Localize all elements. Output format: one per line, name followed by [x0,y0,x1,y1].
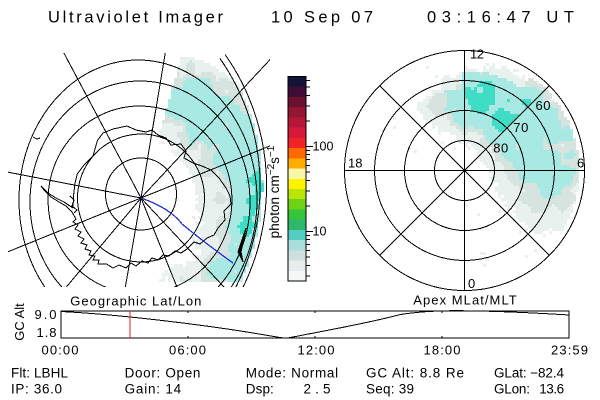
svg-text:18:00: 18:00 [424,343,461,358]
svg-text:Flt: LBHL: Flt: LBHL [11,366,68,381]
svg-text:70: 70 [513,120,528,135]
svg-text:0: 0 [468,276,475,291]
svg-text:13.6: 13.6 [539,382,564,397]
svg-text:12: 12 [470,47,484,62]
svg-text:18: 18 [348,156,363,171]
svg-text:IP: 36.0: IP: 36.0 [11,382,62,397]
svg-text:100: 100 [313,140,334,154]
svg-text:6: 6 [577,156,584,171]
svg-text:Apex MLat/MLT: Apex MLat/MLT [413,293,516,308]
svg-text:Dsp:: Dsp: [246,382,274,397]
svg-text:GLon:: GLon: [494,382,530,397]
svg-text:GLat: −82.4: GLat: −82.4 [494,366,564,381]
svg-text:23:59: 23:59 [551,343,588,358]
svg-text:80: 80 [493,140,508,155]
svg-text:GC Alt: GC Alt [12,303,27,341]
svg-text:9.0: 9.0 [35,307,57,322]
svg-text:Door: Open: Door: Open [125,366,201,381]
svg-text:12:00: 12:00 [298,343,335,358]
svg-text:06:00: 06:00 [169,343,206,358]
svg-text:2.5: 2.5 [304,382,331,397]
svg-text:photon cm−2s−1: photon cm−2s−1 [266,145,282,238]
svg-text:Geographic Lat/Lon: Geographic Lat/Lon [70,294,201,309]
svg-text:03:16:47 UT: 03:16:47 UT [427,9,574,27]
svg-text:10 Sep 07: 10 Sep 07 [271,9,373,27]
svg-text:GC Alt: 8.8 Re: GC Alt: 8.8 Re [366,366,464,381]
svg-text:1.8: 1.8 [37,325,57,340]
svg-text:Gain: 14: Gain: 14 [125,382,182,397]
svg-text:10: 10 [313,225,327,239]
svg-text:Mode: Normal: Mode: Normal [246,366,338,381]
svg-text:Seq: 39: Seq: 39 [366,382,414,397]
svg-text:00:00: 00:00 [42,343,79,358]
svg-text:60: 60 [536,98,551,113]
